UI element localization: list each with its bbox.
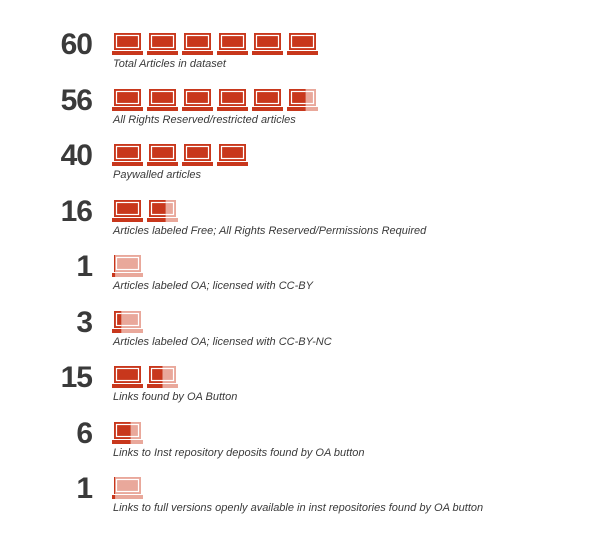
pictogram-row: 16 Articles labeled Free; All Rights Rese… <box>0 195 597 250</box>
laptop-icon <box>147 88 178 111</box>
row-value: 60 <box>60 28 93 61</box>
row-label: Links found by OA Button <box>113 391 238 403</box>
row-label: Links to full versions openly available … <box>113 502 484 514</box>
pictogram-row: 3 Articles labeled OA; licensed with CC-B… <box>0 306 597 361</box>
icon-group <box>112 366 178 388</box>
row-value: 15 <box>60 361 93 394</box>
icon-group <box>112 33 318 55</box>
icon-group <box>112 88 318 111</box>
laptop-icon <box>112 255 143 277</box>
row-label: Total Articles in dataset <box>113 58 226 70</box>
laptop-icon <box>112 88 143 111</box>
row-label: Paywalled articles <box>113 169 202 181</box>
row-label: Articles labeled OA; licensed with CC-BY… <box>113 335 332 348</box>
laptop-icon <box>112 199 143 222</box>
laptop-icon <box>252 88 283 111</box>
pictogram-row: 1 Links to full versions openly available… <box>0 472 597 527</box>
icon-group <box>112 477 143 499</box>
laptop-icon <box>112 33 143 55</box>
icon-group <box>112 255 143 277</box>
icon-group <box>112 421 143 444</box>
laptop-icon <box>112 310 143 333</box>
row-value: 1 <box>76 250 93 283</box>
laptop-icon <box>112 421 143 444</box>
row-value: 3 <box>76 305 93 339</box>
icon-group <box>112 144 248 166</box>
pictogram-row: 1 Articles labeled OA; licensed with CC-B… <box>0 250 597 305</box>
pictogram-row: 6 Links to Inst repository deposits found… <box>0 417 597 472</box>
row-label: Articles labeled OA; licensed with CC-BY <box>113 280 313 292</box>
pictogram-row: 15 Links found by OA Button <box>0 361 597 416</box>
laptop-icon <box>182 144 213 166</box>
row-value: 6 <box>76 416 93 450</box>
row-value: 40 <box>60 139 93 172</box>
laptop-icon <box>182 88 213 111</box>
laptop-icon <box>112 144 143 166</box>
row-label: All Rights Reserved/restricted articles <box>113 113 296 126</box>
laptop-icon <box>252 33 283 55</box>
row-value: 16 <box>60 194 93 228</box>
laptop-icon <box>217 88 248 111</box>
row-label: Articles labeled Free; All Rights Reserv… <box>113 224 427 237</box>
row-label: Links to Inst repository deposits found … <box>113 446 365 459</box>
row-value: 56 <box>60 83 93 117</box>
icon-group <box>112 199 178 222</box>
laptop-icon <box>147 366 178 388</box>
laptop-icon <box>112 366 143 388</box>
icon-group <box>112 310 143 333</box>
laptop-icon <box>182 33 213 55</box>
laptop-icon <box>147 144 178 166</box>
pictogram-row: 56 All Rights Reserved/restricted article… <box>0 84 597 139</box>
laptop-icon <box>217 33 248 55</box>
laptop-icon <box>287 33 318 55</box>
laptop-icon <box>147 199 178 222</box>
pictogram-row: 60 Total Articles in dataset <box>0 28 597 83</box>
laptop-icon <box>217 144 248 166</box>
pictogram-row: 40 Paywalled articles <box>0 139 597 194</box>
row-value: 1 <box>76 472 93 505</box>
laptop-icon <box>112 477 143 499</box>
laptop-icon <box>147 33 178 55</box>
laptop-icon <box>287 88 318 111</box>
